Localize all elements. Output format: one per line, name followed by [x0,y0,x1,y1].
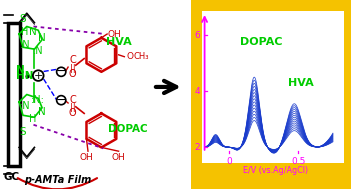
Text: :N:: :N: [31,95,45,105]
Text: N: N [38,33,46,43]
Text: O: O [69,69,77,79]
Text: :N: :N [33,46,44,56]
Text: N: N [38,107,46,116]
Text: 0: 0 [226,157,232,166]
Bar [8,23,20,166]
Text: −: − [56,94,66,107]
Text: S: S [20,127,26,137]
Text: O: O [69,108,77,118]
Text: :N: :N [20,40,30,50]
Text: OH: OH [112,153,125,162]
Text: 2: 2 [195,143,200,152]
Text: OH: OH [79,153,93,162]
Text: 0.5: 0.5 [291,157,306,166]
Text: HVA: HVA [288,78,314,88]
Text: HVA: HVA [106,37,132,46]
Text: :N: :N [20,101,30,111]
Text: −: − [56,65,66,78]
Text: N: N [16,65,25,75]
Text: HN: HN [16,71,34,81]
Text: ||: || [70,64,75,73]
Text: E/V (vs.Ag/AgCl): E/V (vs.Ag/AgCl) [243,166,308,175]
Text: DOPAC: DOPAC [108,124,148,133]
Text: N: N [29,27,37,37]
Text: 6: 6 [195,31,200,40]
Text: C: C [69,56,76,65]
Text: I/μA: I/μA [182,77,191,94]
Text: CH₃: CH₃ [134,52,150,61]
Text: S: S [20,14,26,24]
Text: DOPAC: DOPAC [240,37,283,47]
Text: ||: || [70,103,75,112]
Text: H: H [21,27,28,37]
Text: H: H [29,114,36,124]
Text: p-AMTa Film: p-AMTa Film [24,175,91,185]
Text: O: O [126,52,133,61]
Text: OH: OH [107,29,121,39]
Text: 4: 4 [195,87,200,96]
Text: C: C [69,95,76,105]
Text: +: + [34,71,43,81]
Text: GC: GC [4,172,20,182]
